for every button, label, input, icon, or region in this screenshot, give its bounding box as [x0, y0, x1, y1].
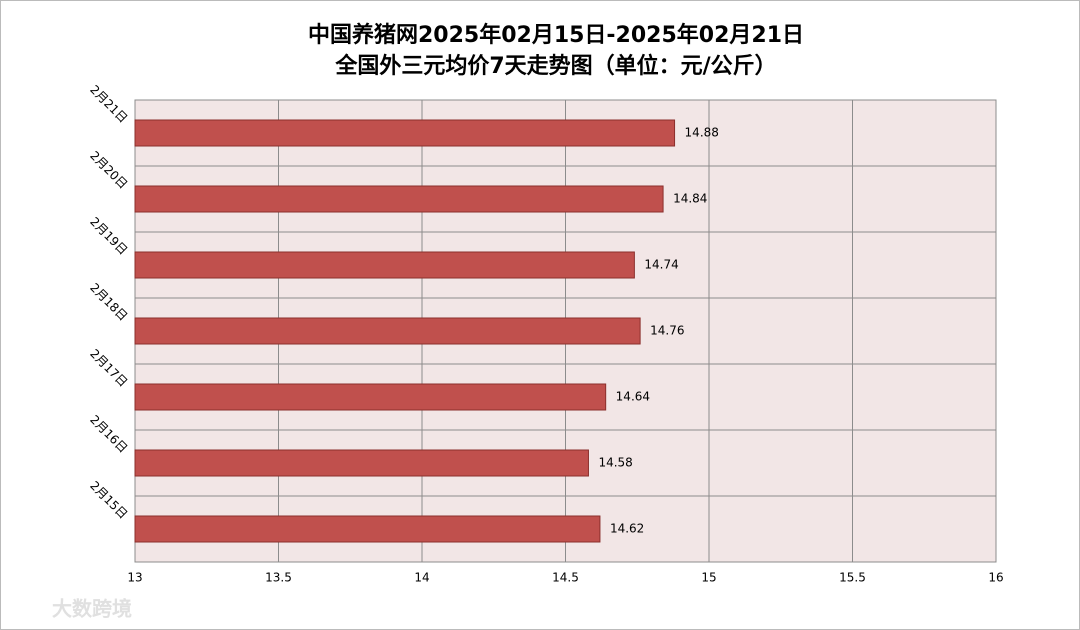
value-label: 14.58	[598, 456, 632, 470]
x-tick-label: 14	[414, 571, 429, 585]
chart-title: 中国养猪网2025年02月15日-2025年02月21日	[308, 22, 804, 48]
bar	[134, 185, 664, 213]
bar	[134, 119, 676, 147]
value-label: 14.74	[644, 258, 678, 272]
bar	[134, 251, 635, 279]
watermark: 大数跨境	[52, 597, 132, 621]
chart-subtitle: 全国外三元均价7天走势图（单位：元/公斤）	[334, 53, 776, 79]
value-label: 14.64	[616, 390, 650, 404]
x-tick-label: 13.5	[265, 571, 292, 585]
x-tick-label: 16	[988, 571, 1003, 585]
bar	[134, 515, 601, 543]
x-tick-label: 14.5	[552, 571, 579, 585]
bar	[134, 449, 589, 477]
x-tick-label: 15.5	[839, 571, 866, 585]
bar	[134, 383, 607, 411]
bar	[134, 317, 641, 345]
value-label: 14.76	[650, 324, 684, 338]
value-label: 14.88	[685, 126, 719, 140]
value-label: 14.62	[610, 522, 644, 536]
value-label: 14.84	[673, 192, 707, 206]
x-tick-label: 15	[701, 571, 716, 585]
x-tick-label: 13	[127, 571, 142, 585]
